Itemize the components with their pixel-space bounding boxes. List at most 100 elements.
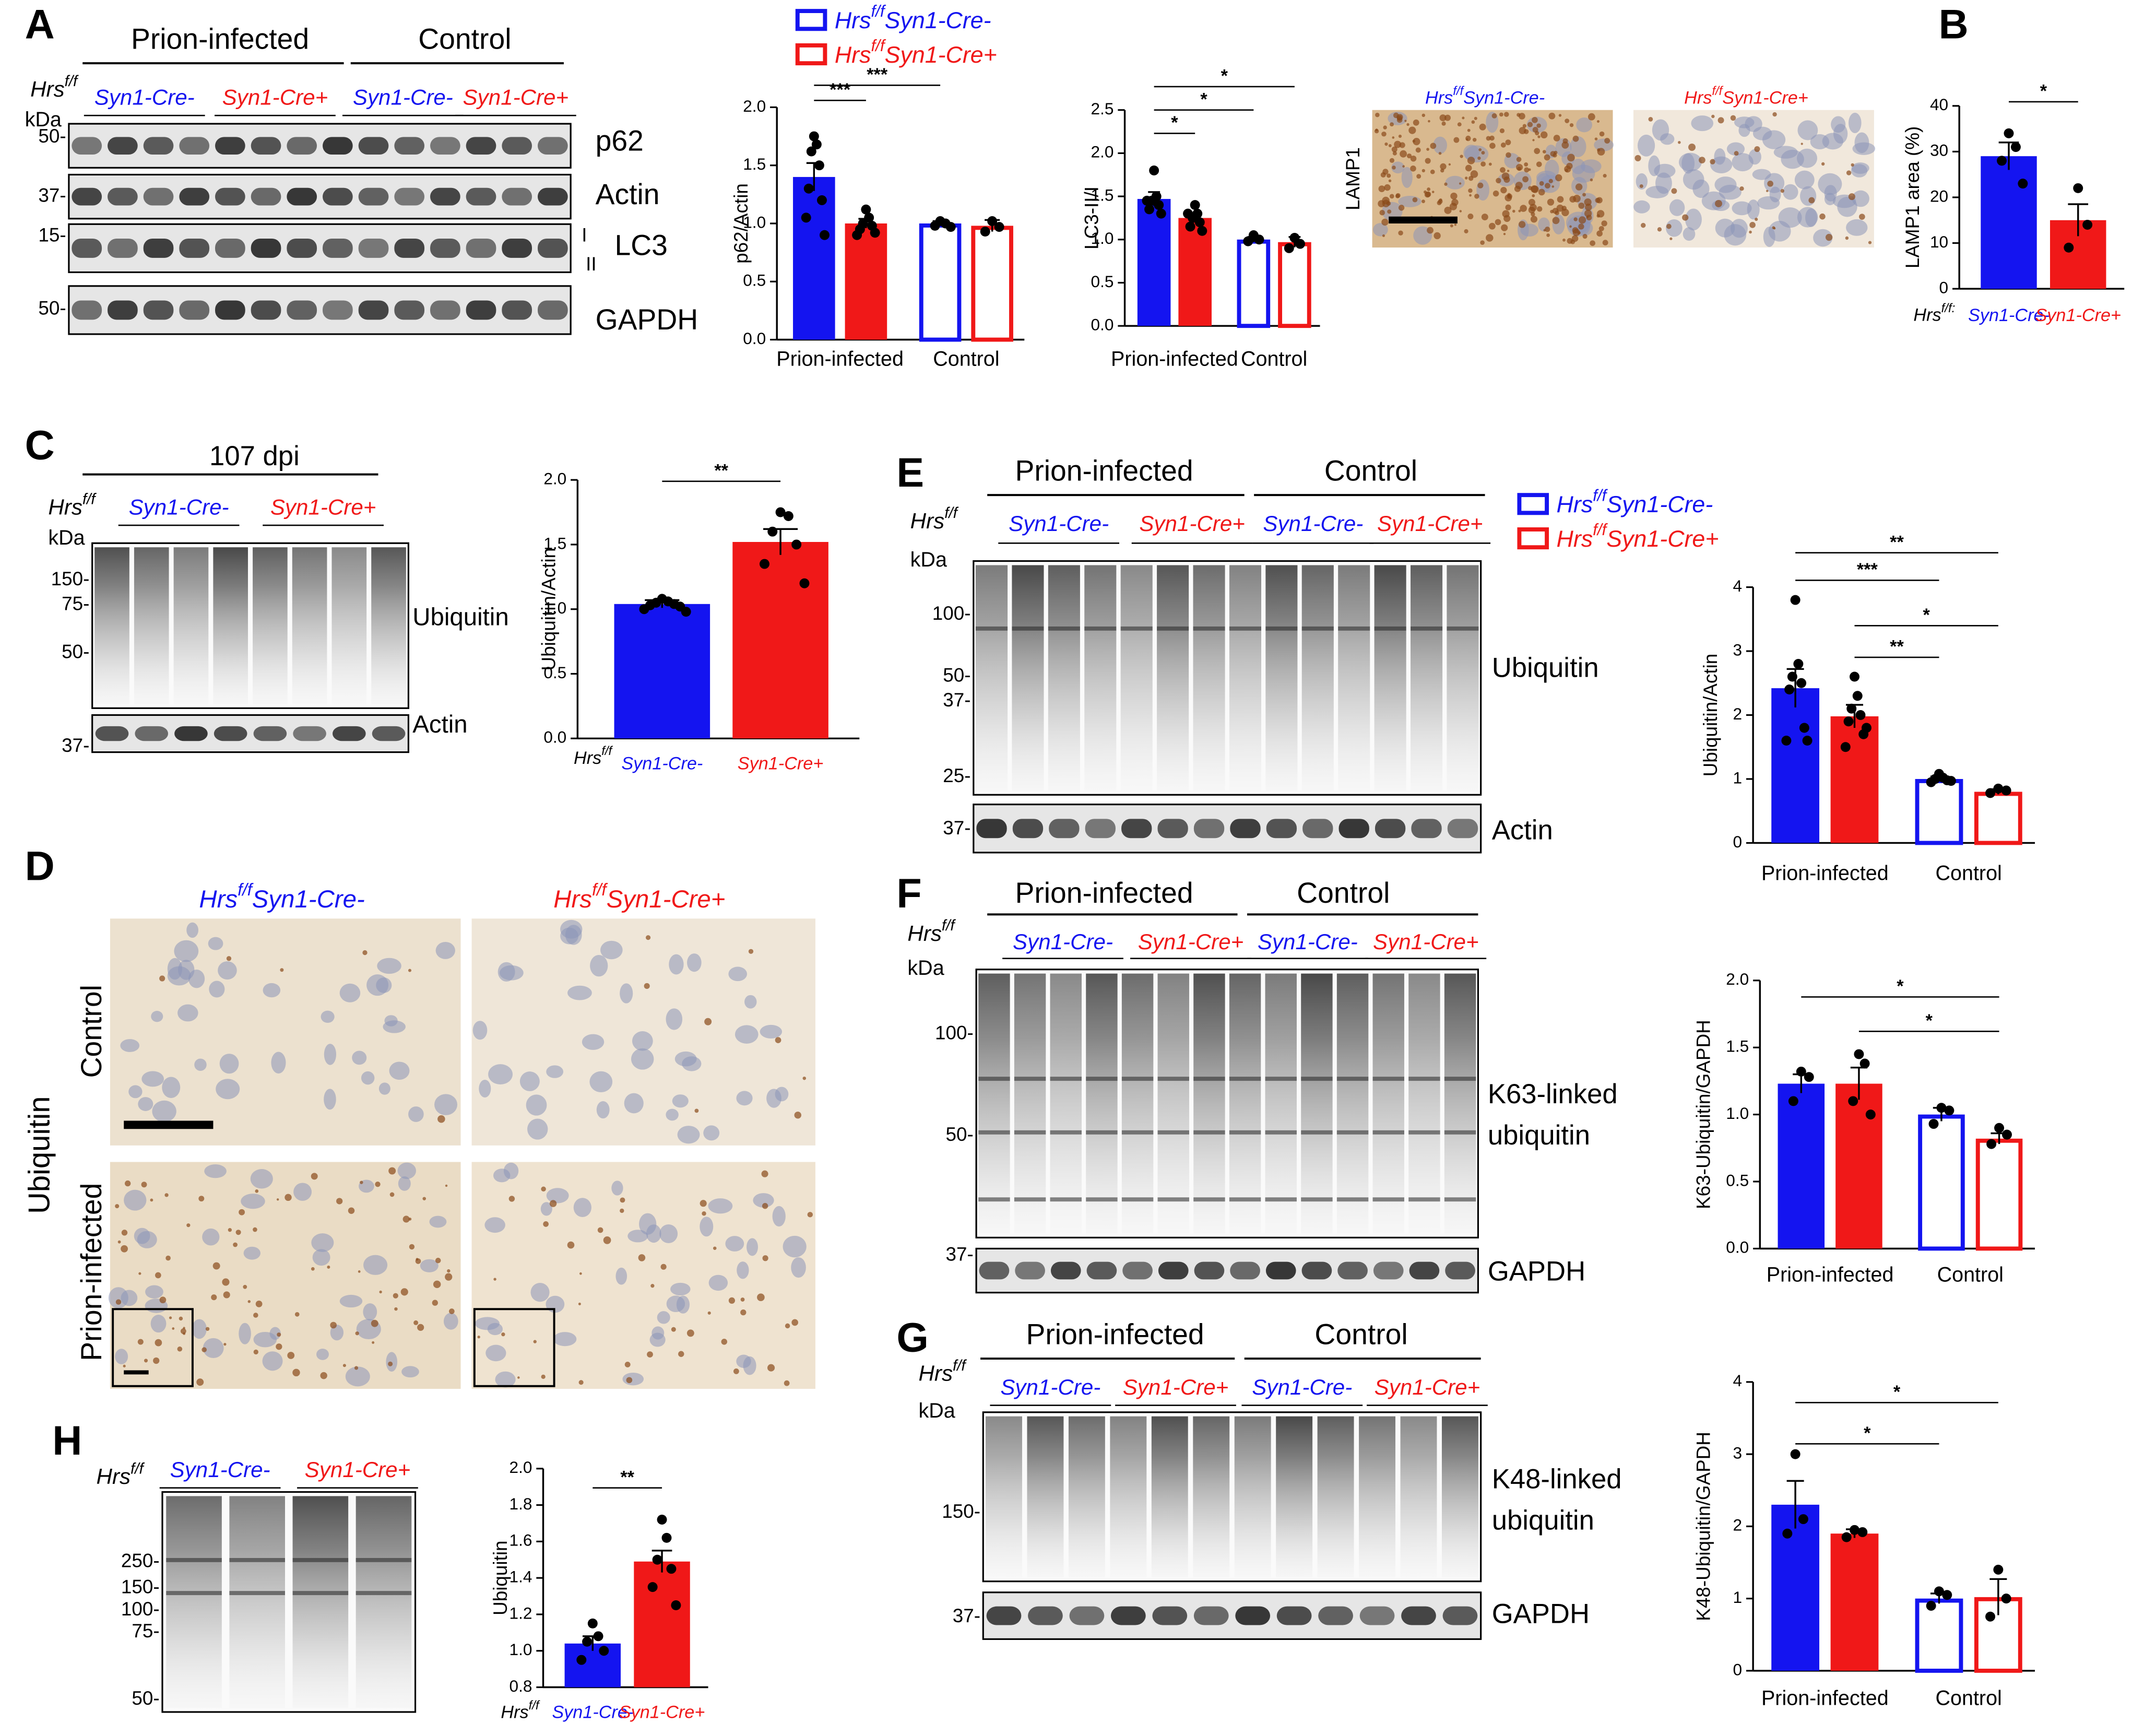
micrograph-nucleus (361, 1071, 375, 1085)
blot-band (1445, 1261, 1475, 1280)
data-point (1997, 156, 2007, 166)
panel-letter: E (896, 449, 924, 495)
micrograph-nucleus (208, 937, 223, 950)
micrograph-stain (1573, 217, 1578, 221)
micrograph-stain (432, 1300, 438, 1306)
data-point (2010, 142, 2021, 152)
genotype-part: f/f (1593, 487, 1608, 505)
micrograph-stain (1590, 178, 1593, 182)
micrograph-stain (355, 1331, 359, 1336)
significance-label: * (2040, 81, 2047, 101)
micrograph-stain (153, 1357, 160, 1364)
blot-band (1050, 1197, 1082, 1202)
blot-band (323, 187, 353, 206)
y-tick-label: 0 (1939, 278, 1949, 297)
micrograph-stain (1438, 151, 1442, 155)
micrograph-nucleus (397, 1162, 417, 1179)
micrograph-stain (1492, 190, 1499, 197)
data-point (759, 559, 769, 569)
blot-lane (976, 565, 1008, 791)
bar (1137, 199, 1171, 326)
micrograph-stain (1859, 214, 1865, 220)
micrograph-nucleus (345, 1366, 370, 1387)
data-point (2018, 179, 2028, 189)
mw-marker: 37- (38, 184, 66, 206)
micrograph-stain (393, 1293, 398, 1299)
micrograph-stain (1540, 131, 1548, 139)
legend-label: Hrsf/fSyn1-Cre- (835, 3, 991, 33)
micrograph-nucleus (1794, 170, 1815, 190)
micrograph-stain (1562, 138, 1568, 144)
micrograph-stain (1678, 140, 1681, 144)
micrograph-stain (1506, 152, 1511, 158)
micrograph-stain (1462, 116, 1465, 120)
data-point (1793, 659, 1804, 669)
micrograph-stain (767, 1364, 775, 1372)
micrograph-stain (1382, 169, 1389, 175)
bar (793, 176, 835, 340)
blot-lane (292, 547, 327, 704)
micrograph-stain (1512, 209, 1515, 213)
micrograph-nucleus (1710, 156, 1733, 173)
genotype-part: Hrs (1913, 305, 1941, 325)
micrograph-nucleus (108, 1287, 128, 1309)
micrograph-stain (169, 1316, 172, 1319)
kda-label: kDa (25, 108, 62, 131)
micrograph-stain (165, 1255, 171, 1261)
panel-letter: H (52, 1417, 82, 1464)
micrograph-stain (1569, 225, 1572, 228)
micrograph-stain (1384, 142, 1388, 146)
micrograph-nucleus (1683, 227, 1696, 241)
blot-lane (1374, 565, 1406, 791)
micrograph-nucleus (363, 1303, 377, 1321)
y-tick-label: 0.0 (1091, 315, 1114, 334)
micrograph-nucleus (1715, 218, 1735, 238)
blot-band (292, 1591, 349, 1596)
micrograph-stain (1578, 202, 1585, 209)
group-label: Syn1-Cre- (94, 85, 195, 110)
blot-band (430, 187, 460, 206)
group-label: Syn1-Cre+ (1138, 929, 1244, 954)
micrograph-stain (320, 1372, 327, 1379)
band-label: Actin (412, 711, 467, 738)
micrograph-nucleus (1726, 142, 1745, 156)
genotype-part: Hrs (835, 42, 871, 68)
group-label: Syn1-Cre- (1263, 511, 1363, 536)
micrograph-stain (1389, 194, 1394, 199)
row-label: Control (75, 985, 108, 1078)
micrograph-nucleus (1692, 179, 1710, 198)
mw-marker: 50- (132, 1687, 159, 1709)
micrograph-stain (1387, 173, 1391, 178)
micrograph-stain (388, 1361, 393, 1366)
micrograph-stain (1448, 163, 1451, 166)
y-tick-label: 1.0 (1091, 229, 1114, 247)
y-axis-label: Ubiquitin/Actin (538, 548, 559, 671)
micrograph-stain (1500, 142, 1506, 148)
bar (732, 541, 828, 739)
genotype-part: Syn1-Cre- (885, 7, 991, 33)
blot-lane (1411, 565, 1443, 791)
micrograph-nucleus (293, 1183, 312, 1201)
genotype-part: Hrs (48, 495, 82, 520)
blot-band (1193, 626, 1225, 631)
micrograph-stain (276, 1343, 282, 1350)
micrograph-stain (1444, 206, 1452, 214)
group-label: Syn1-Cre+ (1375, 1375, 1480, 1399)
kda-label: kDa (48, 526, 85, 549)
micrograph-stain (1392, 151, 1397, 156)
genotype-label: Hrsf/f: (1913, 301, 1955, 325)
mw-marker: 100- (121, 1598, 160, 1620)
group-label: Syn1-Cre- (1009, 511, 1109, 536)
blot-band (1411, 819, 1442, 839)
micrograph-stain (198, 1196, 205, 1202)
micrograph-stain (1588, 113, 1595, 121)
micrograph-stain (1565, 119, 1570, 123)
micrograph-stain (1648, 116, 1653, 122)
data-point (1154, 200, 1164, 210)
micrograph-stain (372, 1341, 375, 1344)
blot-band (356, 1591, 412, 1596)
y-tick-label: 2 (1733, 1516, 1742, 1535)
micrograph-nucleus (1373, 223, 1388, 237)
blot-band (1411, 626, 1443, 631)
significance-label: *** (830, 80, 851, 100)
